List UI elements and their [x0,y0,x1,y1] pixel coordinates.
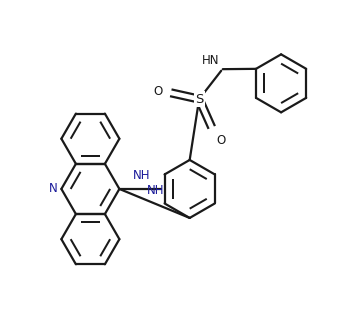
Text: N: N [49,183,58,196]
Text: O: O [154,85,163,98]
Text: NH: NH [133,169,150,182]
Text: O: O [217,134,226,147]
Text: HN: HN [202,54,220,67]
Text: NH: NH [147,184,165,197]
Text: S: S [195,93,203,106]
